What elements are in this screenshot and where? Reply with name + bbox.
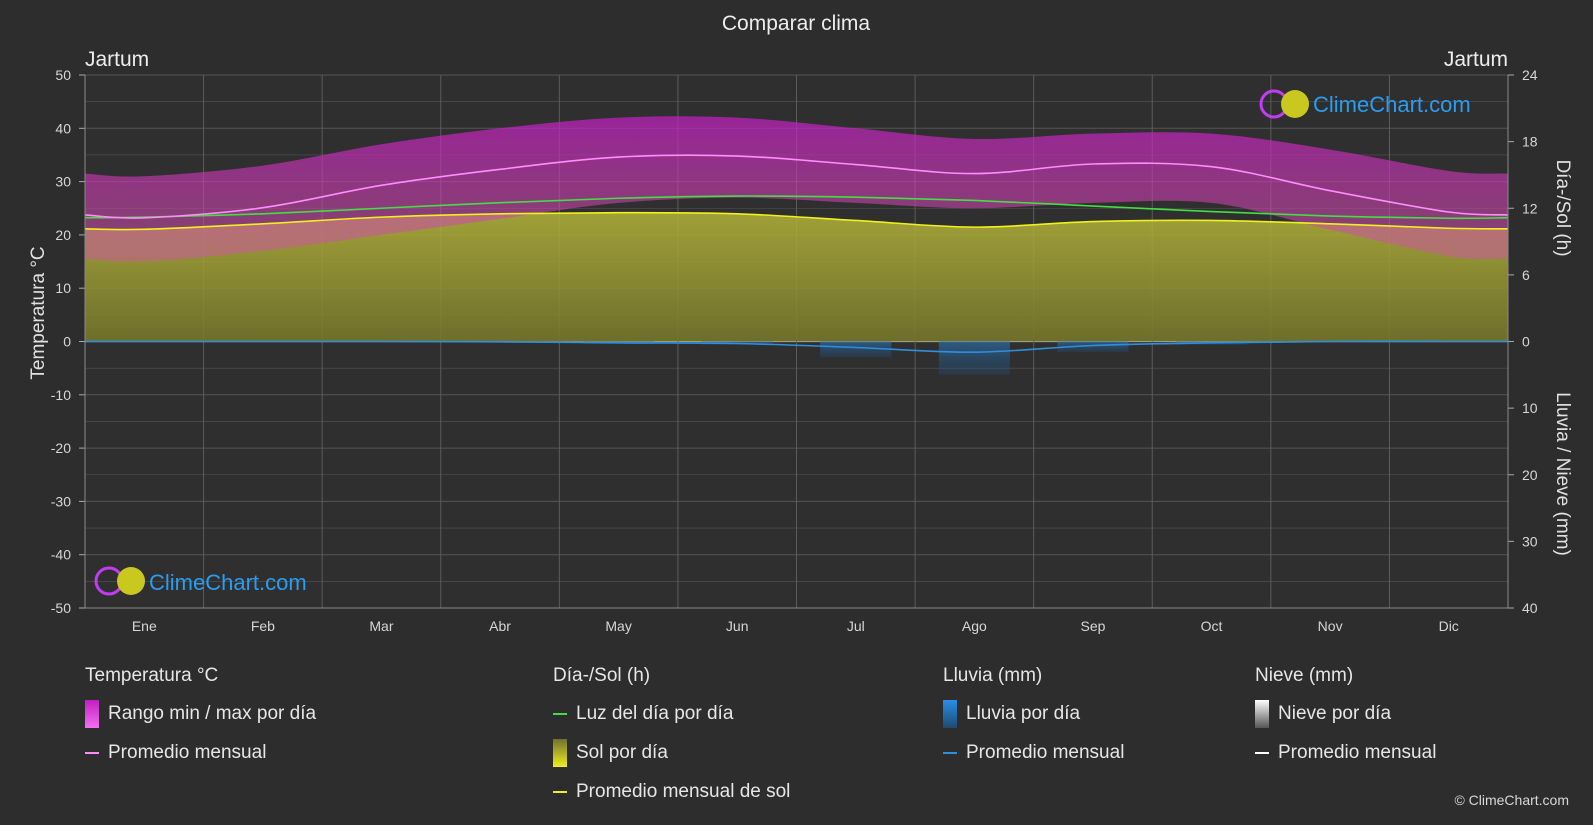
watermark-top-text: ClimeChart.com — [1313, 92, 1471, 117]
right-tick-label: 30 — [1522, 533, 1538, 549]
watermark-bottom: ClimeChart.com — [94, 566, 307, 596]
sunshine-avg-swatch — [553, 791, 567, 793]
logo-sun-icon — [117, 567, 145, 595]
left-tick-label: 10 — [55, 280, 71, 296]
rain-bar — [1057, 341, 1129, 353]
month-label: Nov — [1318, 618, 1343, 634]
watermark-top: ClimeChart.com — [1259, 89, 1471, 119]
left-tick-label: -20 — [51, 440, 71, 456]
legend-item-label: Promedio mensual de sol — [576, 781, 791, 802]
rain-bar — [938, 341, 1010, 375]
right-tick-label: 6 — [1522, 267, 1530, 283]
legend-snow-title: Nieve (mm) — [1255, 665, 1354, 686]
legend-temperature: Temperatura °C Rango min / max por día P… — [85, 662, 316, 778]
location-left: Jartum — [85, 48, 149, 71]
right-tick-label: 10 — [1522, 400, 1538, 416]
month-label: Dic — [1439, 618, 1459, 634]
legend-item-label: Rango min / max por día — [108, 703, 317, 724]
daylight-swatch — [553, 713, 567, 715]
legend-rain: Lluvia (mm) Lluvia por día Promedio mens… — [943, 662, 1124, 778]
left-tick-label: -10 — [51, 387, 71, 403]
month-label: Jul — [847, 618, 865, 634]
legend-item-sunshine-avg: Promedio mensual de sol — [553, 778, 790, 806]
snow-avg-swatch — [1255, 752, 1269, 754]
right-tick-label: 20 — [1522, 467, 1538, 483]
axis-ticks: 50 40 30 20 10 0 -10 -20 -30 -40 -50 24 18 12 6 0 10 20 30… — [51, 67, 1538, 634]
legend-item-snow-avg: Promedio mensual — [1255, 739, 1436, 767]
left-tick-label: 30 — [55, 174, 71, 190]
daylight-line — [84, 195, 1509, 220]
location-right: Jartum — [1444, 48, 1508, 71]
copyright: © ClimeChart.com — [1454, 792, 1569, 808]
chart-title: Comparar clima — [722, 12, 871, 35]
legend-item-rain-avg: Promedio mensual — [943, 739, 1124, 767]
data-areas — [85, 116, 1508, 375]
legend-item-temp-range: Rango min / max por día — [85, 700, 316, 728]
legend-item-label: Promedio mensual — [966, 742, 1125, 763]
temp-avg-swatch — [85, 752, 99, 754]
legend-temperature-title: Temperatura °C — [85, 665, 219, 686]
sunshine-swatch — [553, 739, 567, 767]
month-label: May — [605, 618, 631, 634]
month-label: Oct — [1201, 618, 1223, 634]
legend-item-label: Sol por día — [576, 742, 668, 763]
legend-item-label: Promedio mensual — [108, 742, 267, 763]
legend-item-label: Nieve por día — [1278, 703, 1392, 724]
right-tick-label: 24 — [1522, 67, 1538, 83]
left-tick-label: -40 — [51, 547, 71, 563]
data-lines — [84, 154, 1509, 353]
legend-item-snow-day: Nieve por día — [1255, 700, 1436, 728]
legend-item-label: Promedio mensual — [1278, 742, 1437, 763]
left-tick-label: 50 — [55, 67, 71, 83]
legend-item-temp-avg: Promedio mensual — [85, 739, 316, 767]
month-label: Mar — [369, 618, 393, 634]
legend-snow: Nieve (mm) Nieve por día Promedio mensua… — [1255, 662, 1436, 778]
right-tick-label: 12 — [1522, 200, 1538, 216]
legend-rain-title: Lluvia (mm) — [943, 665, 1043, 686]
left-tick-label: -50 — [51, 600, 71, 616]
rain-avg-line — [84, 340, 1508, 353]
month-label: Jun — [726, 618, 749, 634]
month-label: Ene — [132, 618, 157, 634]
right-tick-label: 0 — [1522, 334, 1530, 350]
temp-range-swatch — [85, 700, 99, 728]
legend: Temperatura °C Rango min / max por día P… — [0, 662, 1593, 812]
month-label: Ago — [962, 618, 987, 634]
legend-item-label: Lluvia por día — [966, 703, 1081, 724]
month-label: Feb — [251, 618, 275, 634]
legend-item-rain-day: Lluvia por día — [943, 700, 1124, 728]
rain-bar — [820, 341, 892, 358]
temp-range-area — [85, 116, 1508, 262]
right-tick-label: 18 — [1522, 134, 1538, 150]
month-label: Abr — [489, 618, 511, 634]
legend-item-sunshine: Sol por día — [553, 739, 790, 767]
snow-swatch — [1255, 700, 1269, 728]
left-tick-label: 40 — [55, 120, 71, 136]
legend-sun-title: Día-/Sol (h) — [553, 665, 651, 686]
sunshine-avg-line — [84, 211, 1509, 231]
watermark-bottom-text: ClimeChart.com — [149, 570, 307, 595]
logo-sun-icon — [1281, 90, 1309, 118]
left-tick-label: 0 — [63, 334, 71, 350]
climate-chart: Comparar clima Jartum Jartum 50 40 30 20 10 0… — [28, 12, 1573, 634]
left-tick-label: 20 — [55, 227, 71, 243]
legend-item-daylight: Luz del día por día — [553, 700, 790, 728]
left-tick-label: -30 — [51, 493, 71, 509]
legend-sun: Día-/Sol (h) Luz del día por día Sol por… — [553, 662, 790, 817]
right-tick-label: 40 — [1522, 600, 1538, 616]
sunshine-area — [85, 212, 1508, 342]
right-bottom-axis-label: Lluvia / Nieve (mm) — [1552, 392, 1573, 556]
right-top-axis-label: Día-/Sol (h) — [1552, 159, 1573, 256]
rain-avg-swatch — [943, 752, 957, 754]
left-axis-label: Temperatura °C — [28, 246, 49, 379]
temp-avg-line — [84, 154, 1509, 219]
month-label: Sep — [1080, 618, 1105, 634]
legend-item-label: Luz del día por día — [576, 703, 734, 724]
rain-swatch — [943, 700, 957, 728]
